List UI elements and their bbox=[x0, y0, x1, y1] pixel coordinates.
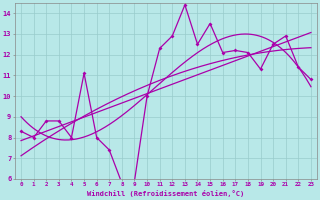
X-axis label: Windchill (Refroidissement éolien,°C): Windchill (Refroidissement éolien,°C) bbox=[87, 190, 244, 197]
